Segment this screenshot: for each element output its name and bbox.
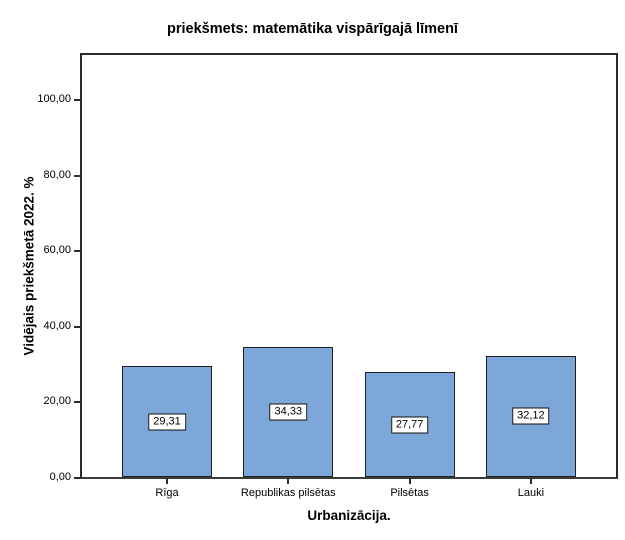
y-tick-label: 20,00 (43, 395, 71, 408)
x-axis-title: Urbanizācija. (307, 508, 391, 523)
x-category-label: Rīga (155, 487, 179, 499)
y-tick-label: 100,00 (37, 93, 71, 106)
y-tick-mark (74, 325, 80, 328)
x-tick-mark (287, 479, 290, 484)
y-tick-mark (74, 477, 80, 479)
x-tick-mark (166, 479, 168, 484)
bar-value-label: 29,31 (148, 413, 186, 431)
x-tick-mark (529, 479, 532, 484)
x-category-label: Republikas pilsētas (240, 487, 336, 499)
y-tick-label: 0,00 (49, 471, 71, 483)
y-tick-label: 40,00 (43, 319, 71, 332)
y-tick-mark (74, 99, 80, 102)
y-tick-label: 60,00 (43, 244, 71, 257)
bar-value-label: 32,12 (512, 407, 550, 425)
x-tick-mark (408, 479, 411, 484)
bar-value-label: 27,77 (390, 416, 429, 434)
bar-value-label: 34,33 (269, 403, 308, 421)
y-tick-mark (74, 401, 80, 404)
y-tick-label: 80,00 (43, 168, 71, 181)
x-category-label: Lauki (517, 487, 545, 499)
chart-title: priekšmets: matemātika vispārīgajā līmen… (167, 21, 458, 37)
y-tick-mark (74, 174, 80, 177)
plot-area: 29,31 34,33 27,77 32,12 (80, 53, 618, 479)
y-tick-mark (74, 250, 80, 253)
x-category-label: Pilsētas (390, 487, 429, 499)
